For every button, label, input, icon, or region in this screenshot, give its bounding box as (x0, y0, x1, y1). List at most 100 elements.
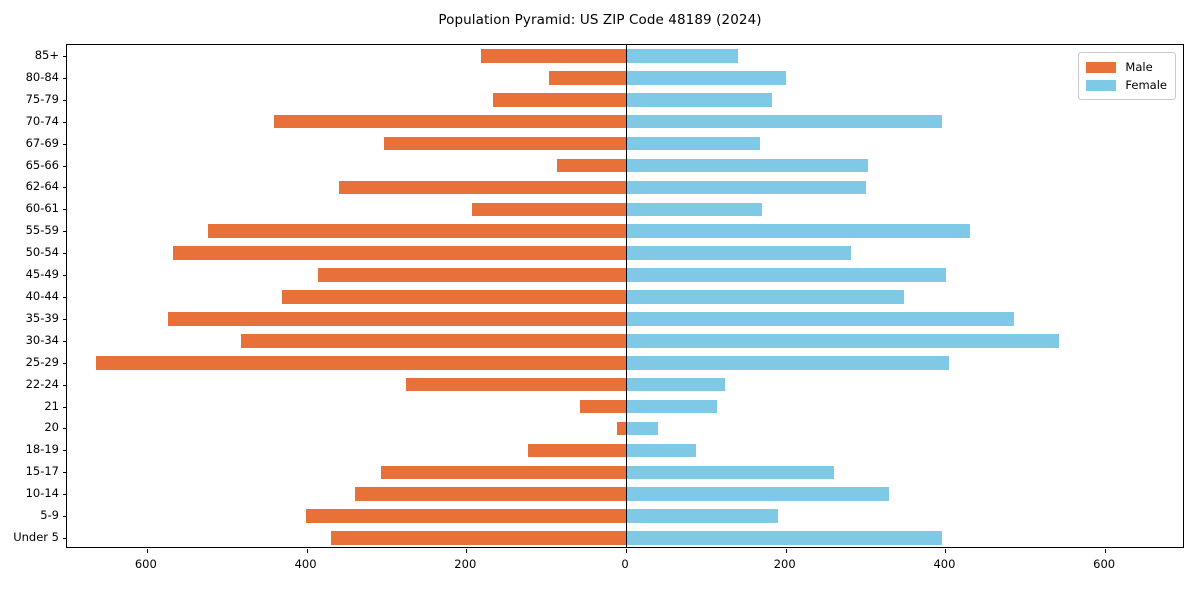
y-axis-tick-label: 50-54 (25, 245, 59, 260)
bar-female[interactable] (626, 399, 718, 414)
bar-row (67, 71, 1183, 85)
bar-female[interactable] (626, 487, 889, 501)
bar-female[interactable] (626, 49, 738, 63)
y-axis-tick-mark (63, 253, 67, 255)
bar-male[interactable] (355, 487, 626, 501)
y-axis-tick-label: 35-39 (25, 310, 59, 325)
bar-male[interactable] (384, 136, 626, 151)
bar-female[interactable] (626, 443, 697, 458)
x-axis-tick-mark (945, 549, 947, 553)
bar-female[interactable] (626, 377, 726, 392)
legend-label: Male (1125, 60, 1153, 74)
y-axis-tick-label: 22-24 (25, 376, 59, 391)
bar-male[interactable] (471, 202, 626, 217)
bar-row (67, 136, 1183, 151)
y-axis-tick-mark (63, 406, 67, 408)
y-axis-tick-mark (63, 340, 67, 342)
bar-female[interactable] (626, 246, 852, 260)
y-axis-tick-label: 18-19 (25, 442, 59, 457)
bar-female[interactable] (626, 355, 949, 370)
x-axis-tick-mark (306, 549, 308, 553)
bar-female[interactable] (626, 136, 761, 151)
plot-area: Male Female (63, 44, 1184, 553)
y-axis-tick-label: 25-29 (25, 354, 59, 369)
legend-color-swatch (1086, 61, 1117, 73)
bar-female[interactable] (626, 114, 943, 129)
bar-row (67, 312, 1183, 326)
bar-row (67, 443, 1183, 458)
bar-male[interactable] (331, 531, 626, 545)
bar-male[interactable] (405, 377, 626, 392)
y-axis-tick-mark (63, 77, 67, 79)
y-axis-tick-mark (63, 143, 67, 145)
bar-female[interactable] (626, 71, 786, 85)
bar-female[interactable] (626, 158, 868, 173)
bar-male[interactable] (167, 312, 626, 326)
bar-male[interactable] (579, 399, 626, 414)
bar-row (67, 487, 1183, 501)
y-axis-tick-label: 80-84 (25, 69, 59, 84)
y-axis-tick-label: 40-44 (25, 289, 59, 303)
bar-row (67, 224, 1183, 239)
y-axis-tick-mark (63, 494, 67, 496)
bar-female[interactable] (626, 224, 971, 239)
bar-male[interactable] (617, 421, 626, 436)
bar-row (67, 49, 1183, 63)
bar-male[interactable] (281, 290, 626, 304)
x-axis-tick-label: 200 (454, 557, 477, 571)
bar-female[interactable] (626, 290, 904, 304)
legend-entry[interactable]: Female (1086, 76, 1167, 94)
bar-male[interactable] (557, 158, 626, 173)
y-axis-tick-label: 21 (44, 398, 59, 413)
y-axis-tick-mark (63, 99, 67, 101)
bar-female[interactable] (626, 268, 947, 282)
bar-male[interactable] (305, 509, 626, 523)
bar-female[interactable] (626, 180, 866, 195)
bar-male[interactable] (273, 114, 626, 129)
legend-label: Female (1125, 78, 1167, 92)
y-axis-tick-mark (63, 516, 67, 518)
chart-legend[interactable]: Male Female (1078, 52, 1176, 100)
bar-female[interactable] (626, 509, 778, 523)
y-axis-tick-mark (63, 538, 67, 540)
bar-female[interactable] (626, 465, 834, 480)
bar-female[interactable] (626, 531, 943, 545)
bar-row (67, 114, 1183, 129)
bar-row (67, 158, 1183, 173)
bar-male[interactable] (208, 224, 626, 239)
bar-female[interactable] (626, 312, 1015, 326)
x-axis-tick-mark (626, 549, 627, 553)
y-axis-tick-mark (63, 209, 67, 211)
bar-male[interactable] (527, 443, 626, 458)
bar-male[interactable] (317, 268, 626, 282)
legend-entry[interactable]: Male (1086, 58, 1167, 76)
y-axis-tick-mark (63, 472, 67, 474)
bar-male[interactable] (549, 71, 626, 85)
bar-male[interactable] (173, 246, 626, 260)
y-axis-tick-mark (63, 165, 67, 167)
bar-male[interactable] (338, 180, 626, 195)
bar-row (67, 531, 1183, 545)
y-axis-tick-label: 85+ (34, 47, 59, 62)
chart-title: Population Pyramid: US ZIP Code 48189 (2… (438, 12, 762, 28)
bar-male[interactable] (380, 465, 626, 480)
bar-female[interactable] (626, 202, 762, 217)
y-axis-tick-mark (63, 318, 67, 320)
y-axis-tick-label: 55-59 (25, 223, 59, 238)
bar-female[interactable] (626, 92, 773, 107)
bar-female[interactable] (626, 334, 1059, 348)
bar-row (67, 202, 1183, 217)
y-axis-tick-label: Under 5 (13, 530, 59, 545)
bar-male[interactable] (95, 355, 626, 370)
bar-male[interactable] (492, 92, 626, 107)
bar-male[interactable] (481, 49, 626, 63)
bar-female[interactable] (626, 421, 658, 436)
x-axis-tick-label: 400 (933, 557, 956, 571)
y-axis-tick-mark (63, 384, 67, 386)
y-axis-tick-mark (63, 297, 67, 298)
bar-male[interactable] (241, 334, 626, 348)
bar-row (67, 509, 1183, 523)
x-axis-tick-label: 0 (621, 557, 629, 571)
x-axis-tick-mark (466, 549, 468, 553)
